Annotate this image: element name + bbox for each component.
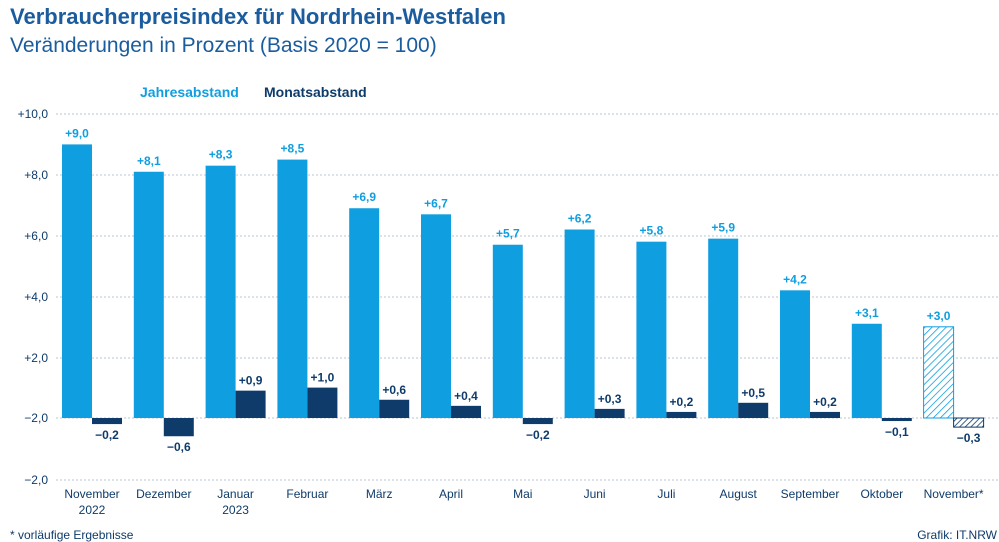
y-tick-label: +2,0	[24, 351, 48, 365]
bar-annual	[851, 323, 882, 418]
data-label-annual: +3,1	[855, 306, 879, 320]
legend-monthly: Monatsabstand	[264, 84, 367, 100]
bar-annual	[923, 326, 955, 419]
data-label-monthly: +1,0	[311, 371, 335, 385]
x-tick-label: 2022	[79, 503, 106, 517]
data-label-monthly: +0,9	[239, 374, 263, 388]
x-tick-label: Oktober	[860, 487, 903, 501]
bar-monthly	[451, 405, 481, 418]
y-tick-label: +6,0	[24, 229, 48, 243]
x-tick-label: November*	[924, 487, 984, 501]
bar-monthly	[307, 387, 338, 418]
data-label-annual: +9,0	[65, 126, 89, 140]
data-label-annual: +8,1	[137, 154, 161, 168]
data-label-monthly: +0,6	[382, 383, 406, 397]
bar-annual	[636, 241, 667, 418]
data-label-monthly: −0,3	[957, 431, 981, 445]
bar-monthly	[92, 418, 122, 425]
bar-annual	[780, 290, 810, 418]
y-tick-label: −2,0	[24, 411, 48, 425]
data-label-annual: +5,9	[711, 221, 735, 235]
bar-annual	[133, 171, 164, 418]
x-tick-label: April	[439, 487, 463, 501]
bar-annual	[492, 244, 523, 418]
data-label-annual: +6,9	[352, 190, 376, 204]
data-label-monthly: +0,2	[813, 395, 837, 409]
chart-title: Verbraucherpreisindex für Nordrhein-West…	[10, 4, 506, 29]
bar-monthly	[522, 418, 553, 425]
bar-monthly	[235, 390, 266, 418]
data-label-monthly: +0,4	[454, 389, 478, 403]
data-label-monthly: +0,3	[598, 392, 622, 406]
bar-annual	[564, 229, 595, 418]
y-tick-label: +10,0	[18, 107, 49, 121]
x-tick-label: 2023	[222, 503, 249, 517]
bar-monthly	[379, 399, 410, 418]
data-label-monthly: −0,2	[95, 428, 119, 442]
chart-subtitle: Veränderungen in Prozent (Basis 2020 = 1…	[10, 34, 437, 57]
bar-monthly	[163, 418, 194, 437]
x-tick-label: Juni	[584, 487, 606, 501]
bar-annual	[62, 144, 92, 418]
bar-annual	[205, 165, 236, 418]
footnote: * vorläufige Ergebnisse	[10, 528, 134, 542]
bar-monthly	[953, 417, 985, 428]
data-label-annual: +3,0	[927, 309, 951, 323]
data-label-annual: +6,2	[568, 212, 592, 226]
data-label-annual: +4,2	[783, 272, 807, 286]
x-tick-label: Januar	[217, 487, 254, 501]
y-tick-label: −2,0	[24, 473, 48, 487]
y-tick-label: +4,0	[24, 290, 48, 304]
bar-monthly	[666, 411, 697, 418]
x-tick-label: März	[366, 487, 393, 501]
x-tick-label: Juli	[657, 487, 675, 501]
x-tick-label: Februar	[286, 487, 328, 501]
data-label-monthly: −0,1	[885, 425, 909, 439]
bar-monthly	[810, 411, 840, 418]
data-label-monthly: −0,6	[167, 440, 191, 454]
data-label-annual: +5,8	[640, 224, 664, 238]
x-tick-label: November	[64, 487, 119, 501]
data-label-annual: +8,3	[209, 148, 233, 162]
x-tick-label: Dezember	[136, 487, 191, 501]
legend-annual: Jahresabstand	[140, 84, 239, 100]
data-label-monthly: −0,2	[526, 428, 550, 442]
x-tick-label: Mai	[513, 487, 532, 501]
bar-annual	[349, 208, 380, 418]
bar-monthly	[881, 418, 912, 422]
data-label-annual: +5,7	[496, 227, 520, 241]
data-label-monthly: +0,5	[741, 386, 765, 400]
bar-annual	[708, 238, 739, 418]
y-tick-label: +8,0	[24, 168, 48, 182]
bar-annual	[421, 214, 451, 418]
bar-annual	[277, 159, 308, 418]
bar-monthly	[738, 402, 769, 418]
source-credit: Grafik: IT.NRW	[917, 528, 997, 542]
bar-monthly	[594, 408, 625, 418]
data-label-annual: +6,7	[424, 196, 448, 210]
x-tick-label: September	[781, 487, 840, 501]
x-tick-label: August	[720, 487, 758, 501]
data-label-annual: +8,5	[281, 142, 305, 156]
data-label-monthly: +0,2	[670, 395, 694, 409]
